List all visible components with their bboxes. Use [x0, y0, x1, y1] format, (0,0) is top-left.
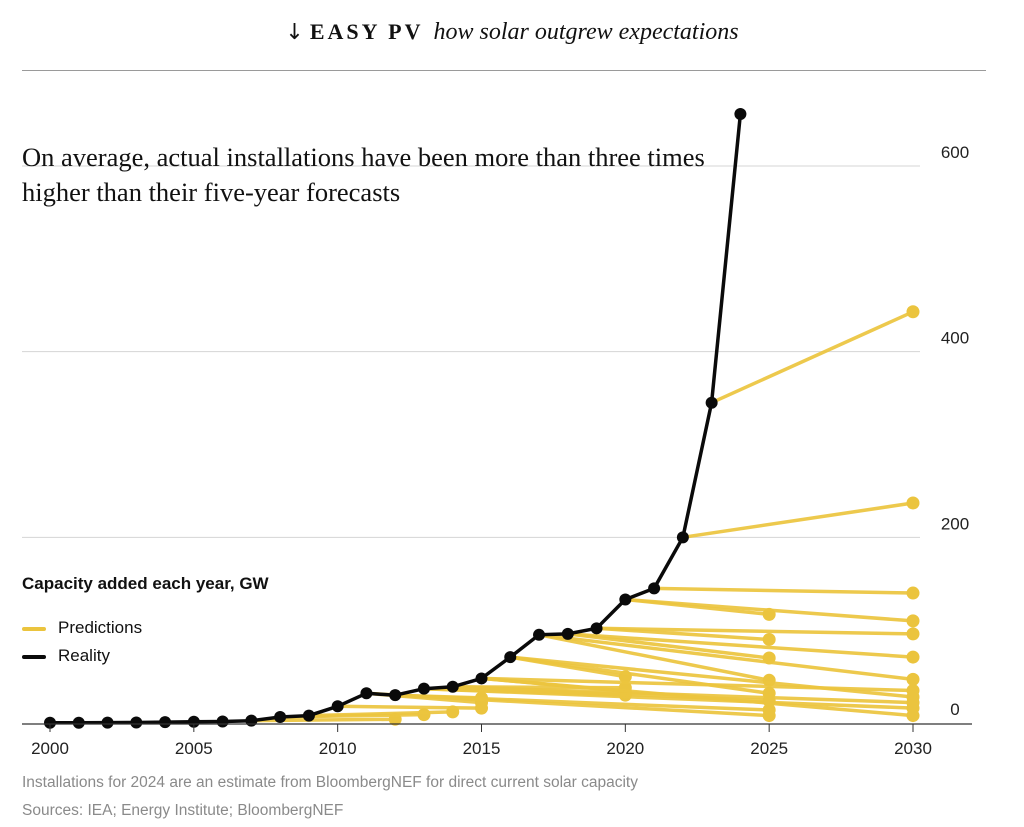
prediction-line-24: [422, 686, 915, 710]
reality-point-2020: [619, 593, 632, 606]
header: ↓ EASY PV how solar outgrew expectations: [0, 14, 1024, 51]
reality-point-2013: [417, 682, 430, 695]
prediction-line-17: [709, 310, 915, 405]
prediction-line-18: [594, 626, 915, 636]
reality-point-2003: [130, 716, 143, 729]
prediction-line-22: [508, 655, 915, 699]
header-tagline: how solar outgrew expectations: [433, 19, 739, 45]
prediction-end-point-25: [906, 709, 920, 723]
prediction-line-15: [652, 586, 915, 595]
legend-item-reality: Reality: [22, 646, 110, 666]
reality-point-2001: [72, 716, 85, 729]
x-tick-label-2005: 2005: [175, 739, 213, 758]
reality-layer: [44, 108, 747, 729]
reality-point-2007: [245, 714, 258, 727]
prediction-end-point-19: [906, 650, 920, 664]
chart-title: On average, actual installations have be…: [22, 142, 705, 207]
x-tick-label-2000: 2000: [31, 739, 69, 758]
legend-swatch-reality: [22, 654, 46, 659]
x-tick-label-2030: 2030: [894, 739, 932, 758]
prediction-line-26: [508, 655, 771, 696]
down-arrow-icon: ↓: [285, 20, 304, 45]
y-tick-label-400: 400: [941, 329, 969, 348]
prediction-end-point-17: [906, 305, 920, 319]
prediction-line-20: [537, 633, 915, 682]
reality-point-2022: [676, 531, 689, 544]
reality-point-2010: [331, 700, 344, 713]
reality-point-2005: [187, 715, 200, 728]
prediction-end-point-12: [762, 632, 776, 646]
prediction-end-point-20: [906, 672, 920, 686]
prediction-line-2: [307, 710, 455, 718]
prediction-end-point-15: [906, 586, 920, 600]
prediction-end-point-14: [906, 614, 920, 628]
x-tick-label-2010: 2010: [319, 739, 357, 758]
x-tick-label-2025: 2025: [750, 739, 788, 758]
reality-point-2014: [446, 680, 459, 693]
legend-label-predictions: Predictions: [58, 618, 143, 637]
y-tick-label-600: 600: [941, 143, 969, 162]
reality-point-2011: [360, 687, 373, 700]
prediction-line-19: [566, 632, 915, 659]
grid-layer: [22, 165, 920, 538]
reality-point-2017: [533, 628, 546, 641]
axis-layer: 0 200 400 600 2000 2005 2010 2015 2020 2025 2030: [22, 143, 972, 758]
prediction-line-16: [681, 501, 915, 540]
footnote-sources: Sources: IEA; Energy Institute; Bloomber…: [22, 802, 344, 819]
reality-point-2024: [734, 108, 747, 121]
reality-point-2018: [561, 627, 574, 640]
prediction-line-10: [537, 633, 771, 683]
x-tick-label-2015: 2015: [463, 739, 501, 758]
prediction-line-14: [623, 597, 915, 623]
prediction-line-3: [335, 704, 484, 710]
reality-point-2009: [302, 709, 315, 722]
prediction-line-11: [566, 632, 771, 660]
reality-point-2015: [475, 672, 488, 685]
reality-point-2002: [101, 716, 114, 729]
brand-name: EASY PV: [309, 19, 424, 44]
header-divider: [22, 70, 986, 71]
prediction-end-point-16: [906, 496, 920, 510]
prediction-end-point-18: [906, 627, 920, 641]
footnote-note: Installations for 2024 are an estimate f…: [22, 774, 638, 791]
prediction-end-point-1: [417, 708, 431, 722]
x-tick-label-2020: 2020: [606, 739, 644, 758]
reality-point-2019: [590, 622, 603, 635]
legend-swatch-predictions: [22, 626, 46, 631]
prediction-end-point-29: [762, 709, 776, 723]
reality-point-2016: [504, 651, 517, 664]
y-tick-label-200: 200: [941, 514, 969, 533]
reality-point-2006: [216, 715, 229, 728]
y-tick-label-0: 0: [950, 700, 959, 719]
predictions-layer: [249, 305, 920, 726]
reality-point-2012: [389, 689, 402, 702]
reality-point-2008: [274, 710, 287, 723]
legend-label-reality: Reality: [58, 646, 110, 665]
prediction-end-point-27: [762, 694, 776, 708]
legend-title: Capacity added each year, GW: [22, 574, 269, 593]
reality-point-2004: [159, 716, 172, 729]
reality-point-2023: [705, 396, 718, 409]
prediction-line-27: [450, 685, 771, 703]
reality-point-2021: [648, 582, 661, 595]
legend-item-predictions: Predictions: [22, 618, 142, 638]
reality-point-2000: [44, 716, 56, 729]
prediction-line-29: [364, 691, 771, 718]
